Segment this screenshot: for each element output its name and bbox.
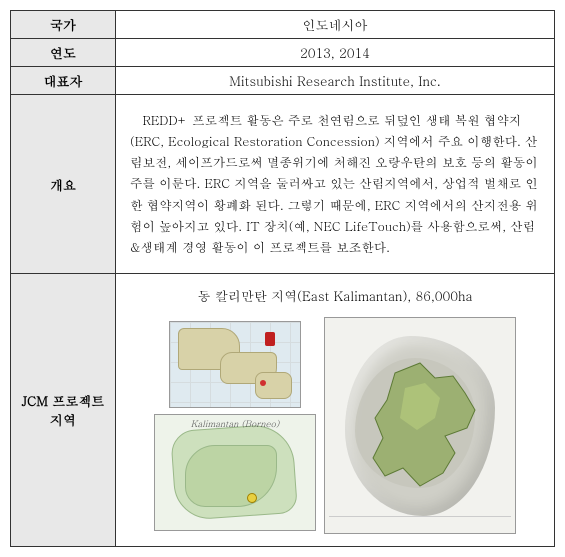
label-year: 연도	[11, 39, 116, 67]
value-year: 2013, 2014	[116, 39, 555, 67]
value-country: 인도네시아	[116, 11, 555, 39]
map-asia-overview	[169, 321, 301, 408]
map-project-area	[324, 317, 516, 534]
label-country: 국가	[11, 11, 116, 39]
table-row: 국가 인도네시아	[11, 11, 555, 39]
value-rep: Mitsubishi Research Institute, Inc.	[116, 67, 555, 95]
label-rep: 대표자	[11, 67, 116, 95]
project-polygon-icon	[325, 318, 515, 533]
table-row: JCM 프로젝트 지역 동 칼리만탄 지역(East Kalimantan), …	[11, 274, 555, 547]
overview-body: REDD+ 프로젝트 활동은 주로 천연림으로 뒤덮인 생태 복원 협약지(ER…	[130, 110, 540, 259]
value-region: 동 칼리만탄 지역(East Kalimantan), 86,000ha	[116, 274, 555, 547]
map-large-legend	[329, 516, 511, 531]
table-row: 대표자 Mitsubishi Research Institute, Inc.	[11, 67, 555, 95]
value-overview: REDD+ 프로젝트 활동은 주로 천연림으로 뒤덮인 생태 복원 협약지(ER…	[116, 95, 555, 274]
label-overview: 개요	[11, 95, 116, 274]
table-row: 개요 REDD+ 프로젝트 활동은 주로 천연림으로 뒤덮인 생태 복원 협약지…	[11, 95, 555, 274]
left-map-column: Kalimantan (Borneo)	[154, 321, 316, 531]
map-group: Kalimantan (Borneo)	[124, 317, 546, 534]
map-kalimantan: Kalimantan (Borneo)	[154, 414, 316, 531]
map-large-header	[329, 320, 511, 331]
map-med-caption: Kalimantan (Borneo)	[155, 417, 315, 430]
label-region: JCM 프로젝트 지역	[11, 274, 116, 547]
table-row: 연도 2013, 2014	[11, 39, 555, 67]
region-title: 동 칼리만탄 지역(East Kalimantan), 86,000ha	[124, 286, 546, 305]
project-table: 국가 인도네시아 연도 2013, 2014 대표자 Mitsubishi Re…	[10, 10, 555, 547]
